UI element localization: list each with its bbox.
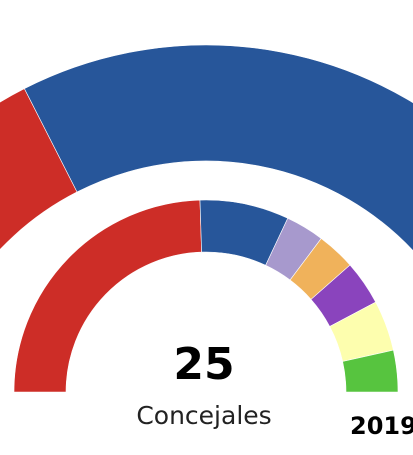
total-seats-label: 25 [173,339,234,390]
year-label-2019: 2019 [350,412,413,440]
concejales-label: Concejales [136,401,271,430]
inner-ring-slice-7 [342,349,399,393]
outer-ring-slice-1 [0,88,78,250]
outer-ring [0,44,413,252]
outer-ring-slice-2 [24,44,413,252]
inner-ring-2019 [13,199,399,393]
